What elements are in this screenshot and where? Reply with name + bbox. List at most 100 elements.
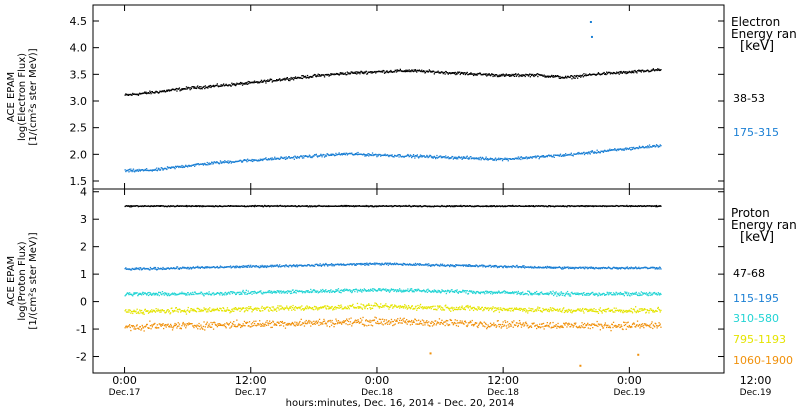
data-point <box>517 156 519 158</box>
data-point <box>554 293 556 295</box>
data-point <box>458 264 460 267</box>
data-point <box>227 85 229 87</box>
data-point <box>261 158 263 160</box>
data-point <box>171 205 173 207</box>
data-point <box>610 292 612 294</box>
data-point <box>483 309 485 311</box>
data-point <box>269 290 271 292</box>
data-point <box>266 291 268 293</box>
data-point <box>289 307 292 309</box>
data-point <box>520 158 522 161</box>
data-point <box>182 266 184 268</box>
data-point <box>364 205 366 208</box>
data-point <box>541 74 543 76</box>
data-point <box>658 268 660 270</box>
data-point <box>618 148 620 150</box>
data-point <box>229 84 231 86</box>
data-point <box>547 206 549 208</box>
data-point <box>365 71 367 73</box>
data-point <box>273 264 275 267</box>
data-point <box>621 72 624 74</box>
data-point <box>211 310 213 312</box>
data-point <box>527 312 529 314</box>
data-point <box>628 71 630 74</box>
data-point <box>358 71 360 74</box>
data-point <box>597 72 600 74</box>
data-point <box>527 290 529 292</box>
data-point <box>228 292 230 294</box>
data-point <box>517 205 519 207</box>
data-point <box>208 85 210 87</box>
data-point <box>132 92 134 95</box>
data-point <box>134 171 136 173</box>
data-point <box>388 155 390 158</box>
data-point <box>596 205 598 207</box>
data-point <box>327 264 329 266</box>
data-point <box>228 205 230 207</box>
data-point <box>452 156 454 158</box>
data-point <box>156 294 158 296</box>
data-point <box>181 310 183 312</box>
data-point <box>264 308 266 311</box>
data-point <box>576 205 578 207</box>
data-point <box>255 307 257 309</box>
data-point <box>425 290 427 292</box>
y-tick-label: 0 <box>80 296 87 309</box>
data-point <box>304 76 306 78</box>
data-point <box>190 292 192 294</box>
data-point <box>223 307 225 310</box>
data-point <box>388 289 390 291</box>
data-point <box>421 206 423 208</box>
data-point <box>488 264 490 267</box>
data-point <box>367 263 369 265</box>
data-point <box>384 205 386 207</box>
data-point <box>344 153 346 155</box>
data-point <box>453 308 456 311</box>
data-point <box>539 205 541 207</box>
data-point <box>425 70 427 72</box>
y-axis-label: ACE EPAM <box>6 72 17 122</box>
data-point <box>324 263 326 266</box>
data-point <box>260 310 262 312</box>
data-point <box>323 205 326 207</box>
data-point <box>562 154 564 156</box>
data-point <box>521 157 523 159</box>
data-point <box>626 291 628 293</box>
data-point <box>657 146 659 148</box>
data-point <box>448 158 450 160</box>
data-point <box>280 305 282 307</box>
data-point <box>428 289 430 292</box>
data-point <box>503 265 505 268</box>
data-point <box>464 290 466 292</box>
data-point <box>436 154 438 157</box>
data-point <box>584 74 586 77</box>
data-point <box>527 157 529 159</box>
data-point <box>137 295 139 297</box>
data-point <box>659 267 661 269</box>
data-point <box>530 293 532 296</box>
data-point <box>472 309 475 312</box>
data-point <box>145 293 147 295</box>
data-point <box>654 267 656 269</box>
data-point <box>310 75 312 78</box>
data-point <box>641 146 643 149</box>
data-point <box>462 264 464 266</box>
data-point <box>592 73 594 76</box>
data-point <box>541 291 543 293</box>
data-point <box>203 295 205 297</box>
data-point <box>436 305 439 307</box>
data-point <box>145 91 147 93</box>
data-point <box>612 149 615 151</box>
data-point <box>297 205 299 207</box>
data-point <box>167 309 169 311</box>
data-point <box>322 288 324 291</box>
data-point <box>495 309 497 311</box>
data-point <box>258 266 260 269</box>
data-point <box>299 76 301 79</box>
data-point <box>518 205 521 207</box>
data-point <box>207 308 210 310</box>
data-point <box>402 262 405 265</box>
data-point <box>461 158 463 160</box>
data-point <box>350 305 352 308</box>
data-point <box>202 163 204 165</box>
